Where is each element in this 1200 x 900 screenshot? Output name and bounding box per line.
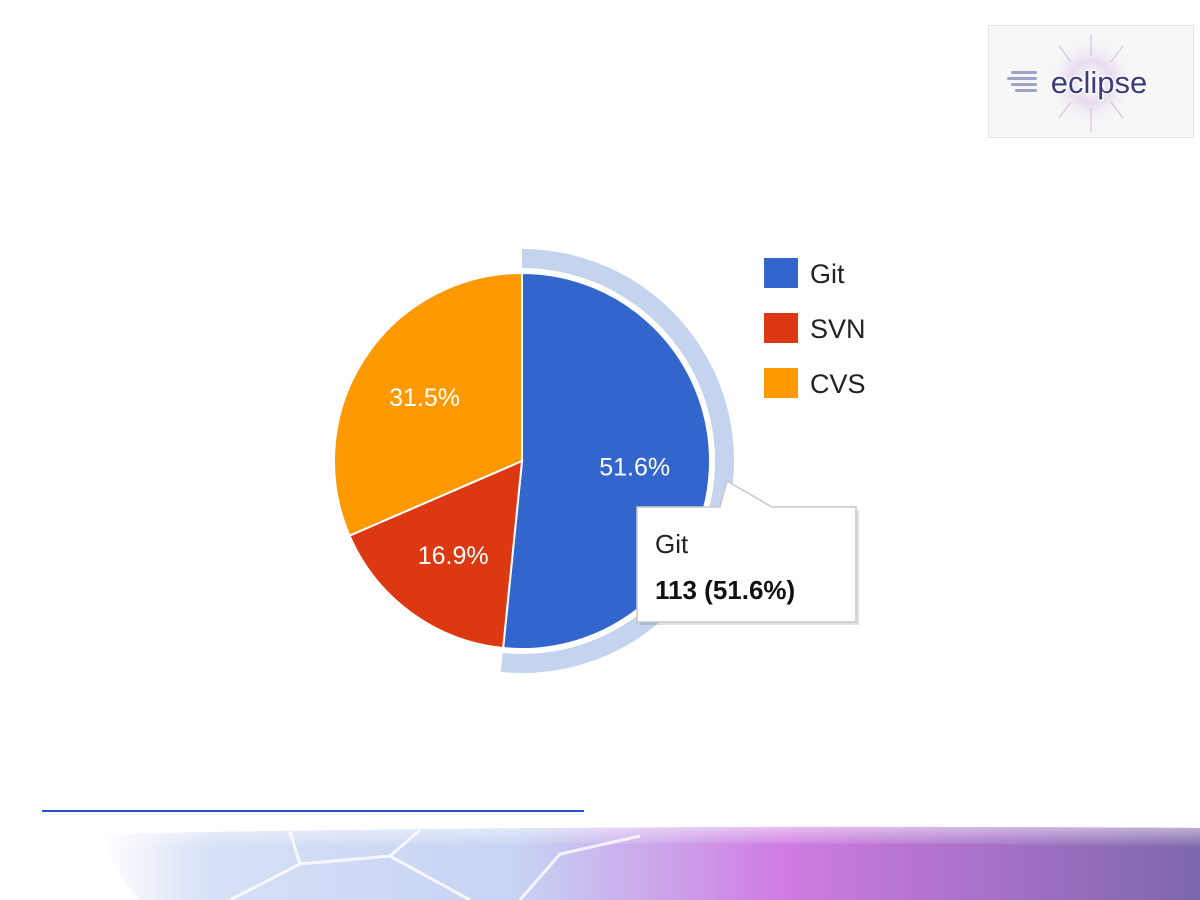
tooltip-value: 113 (51.6%) (655, 575, 795, 605)
slice-label-cvs: 31.5% (389, 384, 460, 412)
source-link-underline[interactable] (42, 810, 584, 812)
legend-swatch-cvs (764, 368, 798, 398)
legend-swatch-git (764, 258, 798, 288)
slice-label-git: 51.6% (599, 454, 670, 482)
logo-wordmark: eclipse (1051, 65, 1148, 100)
pie-slice-svn[interactable] (348, 459, 524, 650)
pie-slice-cvs[interactable] (333, 271, 523, 537)
legend-label-cvs: CVS (810, 369, 866, 399)
legend-swatch-svn (764, 313, 798, 343)
legend-label-svn: SVN (810, 314, 866, 344)
eclipse-logo: eclipse (988, 25, 1194, 138)
tooltip-box (636, 479, 857, 623)
tooltip-title: Git (655, 529, 689, 559)
legend-label-git: Git (810, 259, 845, 289)
slice-label-svn: 16.9% (418, 542, 489, 570)
footer-decoration (100, 826, 1200, 900)
